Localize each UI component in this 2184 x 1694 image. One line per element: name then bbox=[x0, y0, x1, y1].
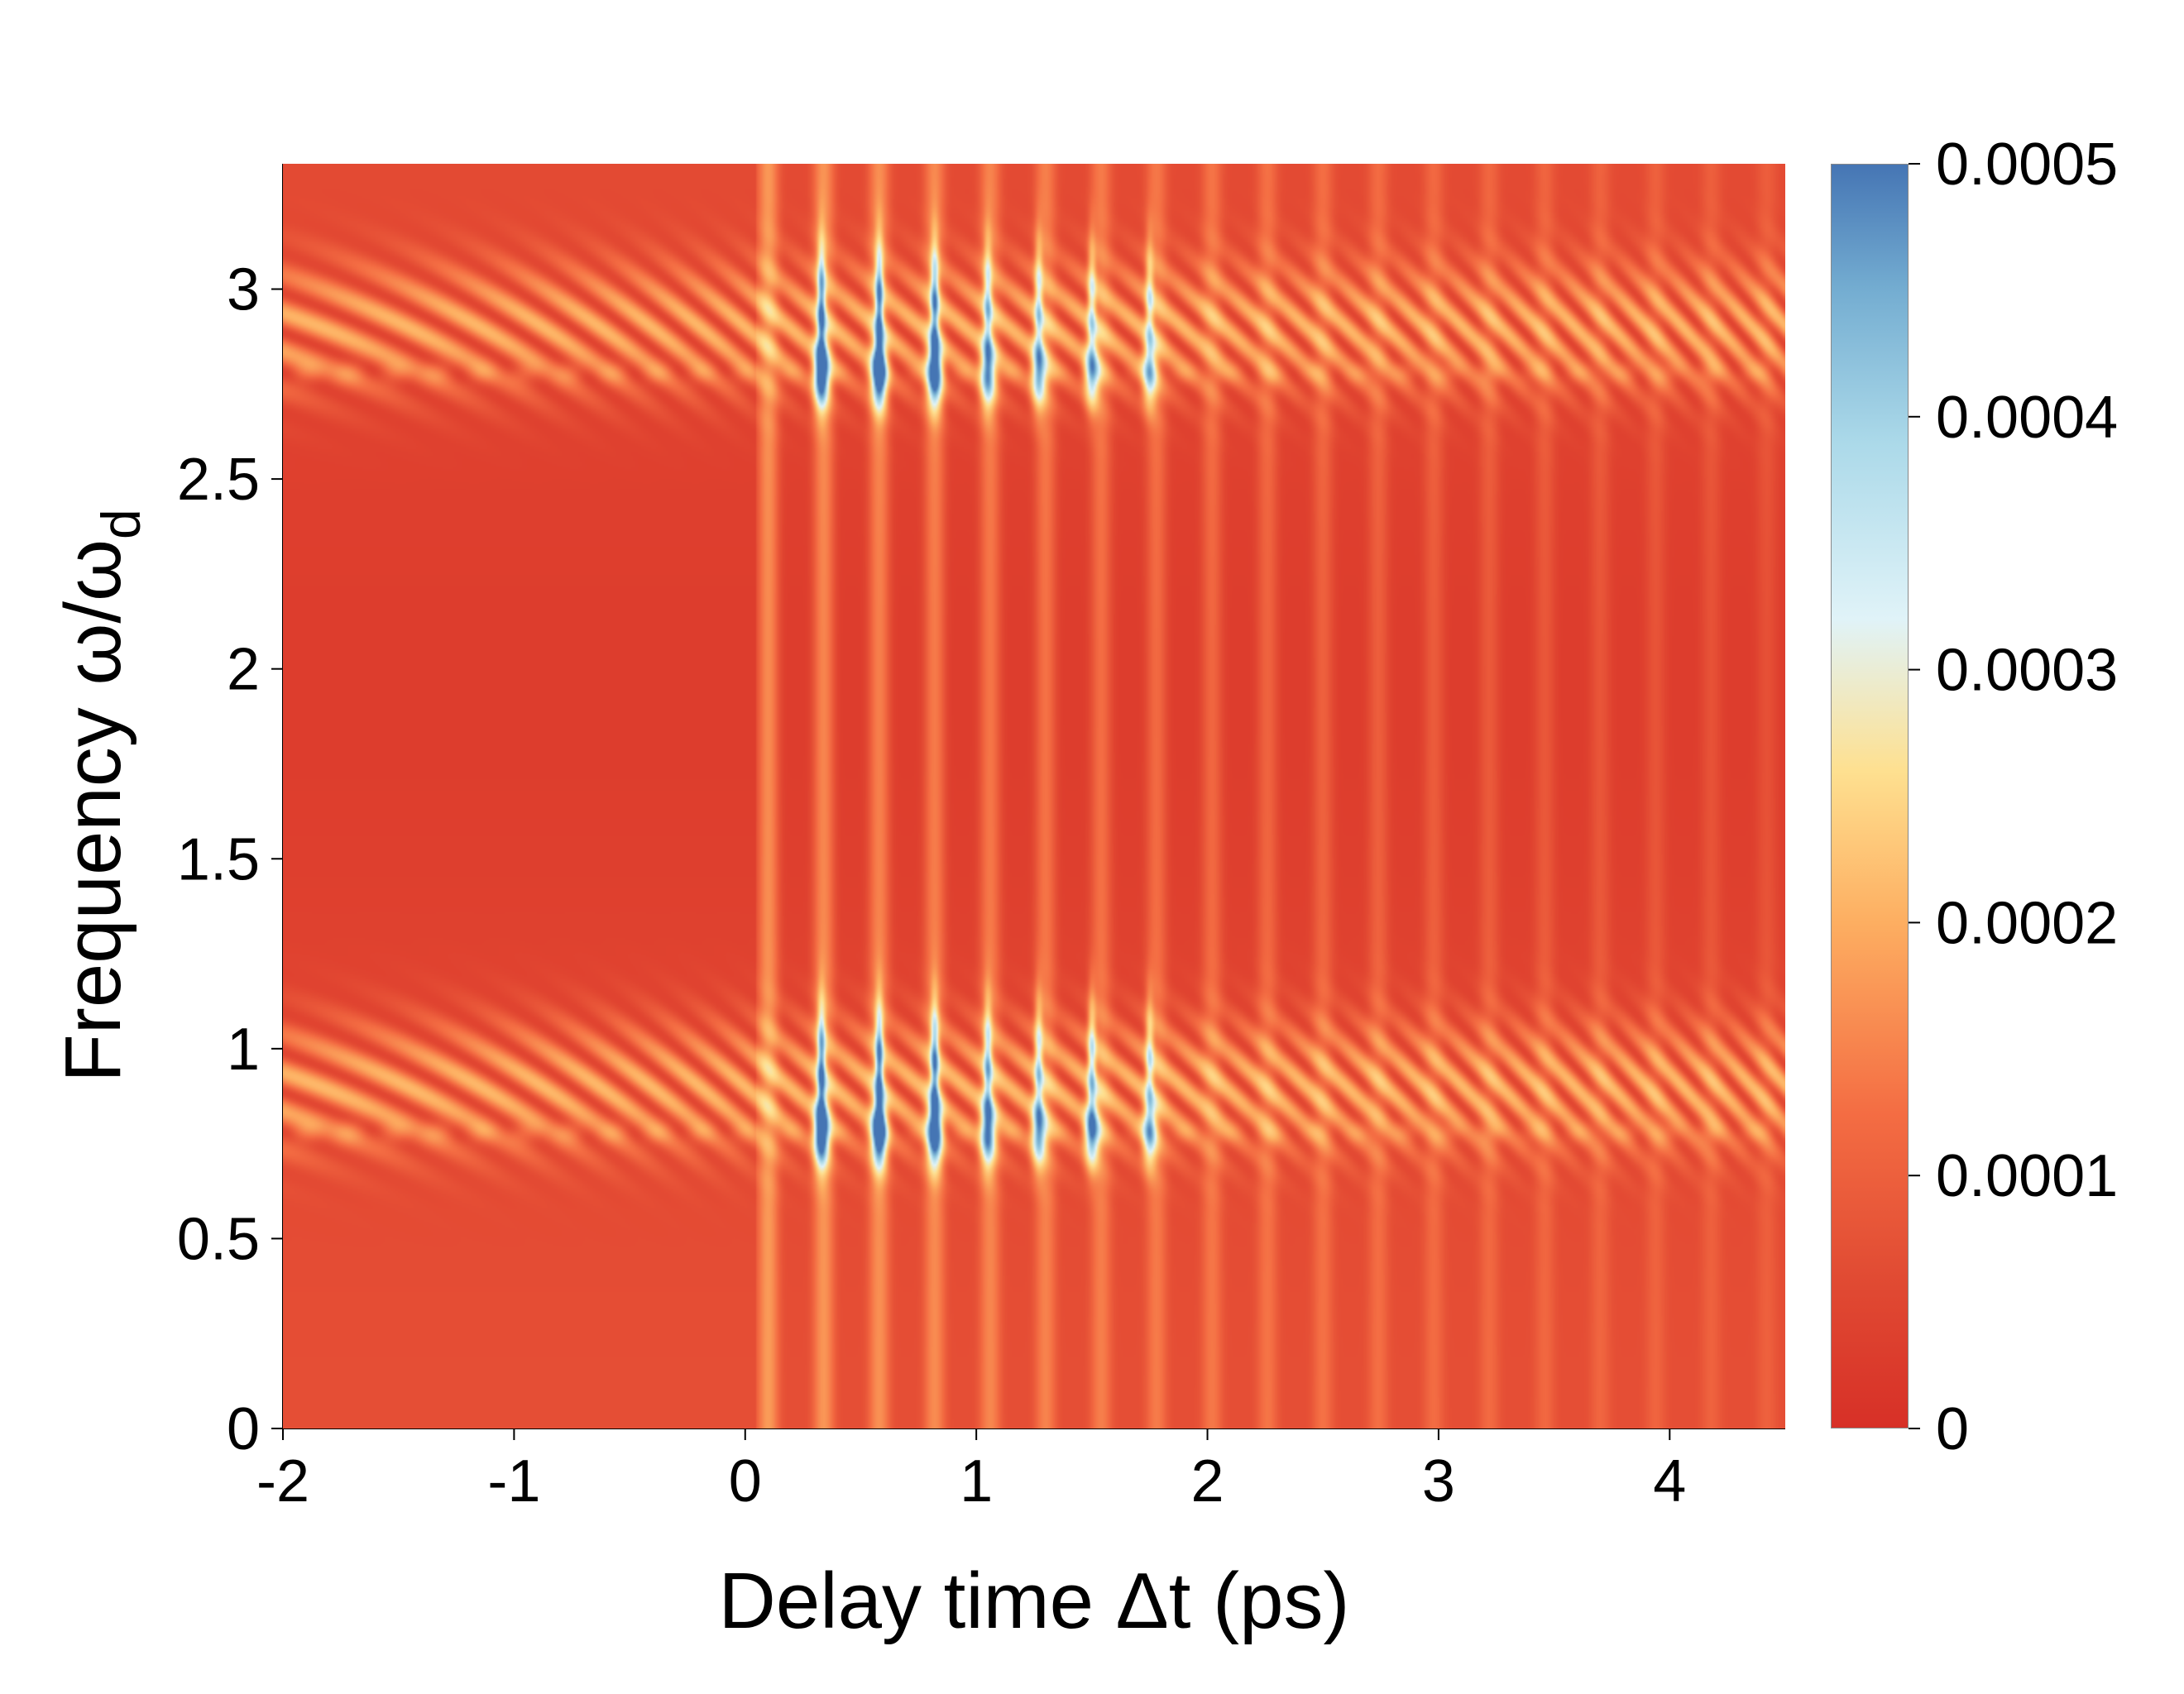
y-tick-label: 1 bbox=[227, 1017, 260, 1083]
y-axis-label-subscript: d bbox=[90, 509, 151, 539]
y-tick-label: 2.5 bbox=[177, 447, 260, 513]
x-tick-label: -1 bbox=[487, 1448, 540, 1515]
x-axis: -2 -1 0 1 2 3 4 bbox=[256, 1428, 1785, 1515]
x-tick-label: 3 bbox=[1422, 1448, 1455, 1515]
y-axis: 0 0.5 1 1.5 2 2.5 3 bbox=[177, 164, 284, 1462]
heatmap-image bbox=[283, 164, 1785, 1428]
y-tick-label: 0 bbox=[227, 1396, 260, 1462]
x-axis-label: Delay time Δt (ps) bbox=[719, 1557, 1350, 1645]
colorbar-tick-label: 0.0002 bbox=[1936, 890, 2118, 956]
y-tick-label: 0.5 bbox=[177, 1206, 260, 1272]
colorbar-tick-label: 0 bbox=[1936, 1396, 1969, 1462]
colorbar-tick-label: 0.0003 bbox=[1936, 638, 2118, 704]
y-tick-label: 3 bbox=[227, 257, 260, 323]
x-tick-label: 1 bbox=[960, 1448, 993, 1515]
x-tick-label: -2 bbox=[256, 1448, 309, 1515]
y-tick-label: 1.5 bbox=[177, 826, 260, 892]
x-tick-label: 2 bbox=[1191, 1448, 1224, 1515]
colorbar-tick-label: 0.0001 bbox=[1936, 1143, 2118, 1209]
colorbar-axis: 0 0.0001 0.0002 0.0003 0.0004 0.0005 bbox=[1909, 132, 2118, 1462]
x-tick-label: 0 bbox=[729, 1448, 762, 1515]
y-axis-label: Frequency ω/ωd bbox=[49, 509, 151, 1083]
colorbar-gradient bbox=[1831, 164, 1909, 1428]
colorbar-frame bbox=[1831, 164, 1909, 1428]
colorbar-tick-label: 0.0005 bbox=[1936, 132, 2118, 198]
y-tick-label: 2 bbox=[227, 637, 260, 703]
x-tick-label: 4 bbox=[1653, 1448, 1686, 1515]
y-axis-label-main: Frequency ω/ω bbox=[49, 539, 137, 1083]
colorbar-tick-label: 0.0004 bbox=[1936, 385, 2118, 451]
